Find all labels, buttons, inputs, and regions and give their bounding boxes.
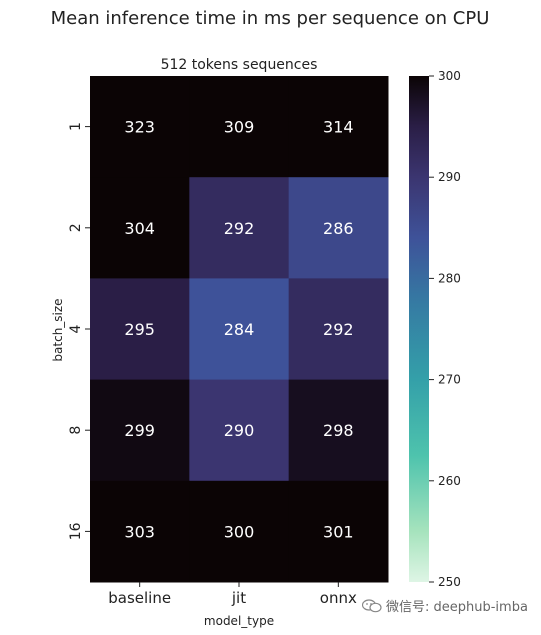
heatmap-cell-2-baseline	[90, 177, 190, 279]
watermark-text: 微信号: deephub-imba	[386, 600, 528, 615]
y-tick-label: 1	[68, 122, 84, 131]
cell-value-label: 290	[224, 421, 255, 440]
heatmap-cell-2-onnx	[288, 177, 389, 279]
y-tick-label: 16	[68, 522, 84, 540]
cell-value-label: 314	[323, 118, 354, 137]
y-tick-label: 4	[68, 324, 84, 333]
y-axis-label: batch_size	[51, 298, 65, 361]
heatmap-cell-4-onnx	[288, 278, 389, 381]
colorbar-ticks: 250 260 270 280 290 300	[429, 69, 461, 589]
colorbar-tick-label: 270	[438, 373, 461, 387]
cell-value-label: 292	[323, 320, 354, 339]
heatmap-cell-8-onnx	[288, 379, 389, 482]
y-tick-labels: 1 2 4 8 16	[68, 122, 90, 540]
heatmap-cell-16-baseline	[90, 480, 190, 583]
heatmap-cell-1-onnx	[288, 76, 389, 178]
cell-value-label: 298	[323, 421, 354, 440]
cell-value-label: 295	[124, 320, 155, 339]
colorbar	[409, 76, 429, 582]
colorbar-tick-label: 250	[438, 575, 461, 589]
heatmap-cell-1-jit	[189, 76, 290, 178]
cell-value-label: 303	[124, 522, 155, 541]
x-tick-label: baseline	[108, 589, 171, 607]
colorbar-tick-label: 300	[438, 69, 461, 83]
cell-value-label: 309	[224, 118, 255, 137]
cell-value-label: 301	[323, 522, 354, 541]
heatmap-cell-8-jit	[189, 379, 290, 482]
wechat-icon	[362, 598, 382, 612]
cell-value-label: 323	[124, 118, 155, 137]
watermark: 微信号: deephub-imba	[362, 596, 528, 615]
x-tick-label: onnx	[320, 589, 357, 607]
chart-title: Mean inference time in ms per sequence o…	[51, 8, 490, 29]
colorbar-tick-label: 280	[438, 271, 461, 285]
heatmap-cell-4-baseline	[90, 278, 190, 381]
heatmap-cell-1-baseline	[90, 76, 190, 178]
cell-value-label: 286	[323, 219, 354, 238]
heatmap-cell-2-jit	[189, 177, 290, 279]
cell-value-label: 304	[124, 219, 155, 238]
heatmap-cells: 323 309 314 304 292 286 295 284 292 299 290 298 303 3…	[90, 76, 389, 583]
x-tick-labels: baseline jit onnx	[108, 582, 357, 607]
colorbar-tick-label: 290	[438, 170, 461, 184]
x-tick-label: jit	[231, 589, 246, 607]
cell-value-label: 292	[224, 219, 255, 238]
heatmap-cell-16-onnx	[288, 480, 389, 583]
chart-subtitle: 512 tokens sequences	[161, 57, 318, 73]
colorbar-tick-label: 260	[438, 474, 461, 488]
y-tick-label: 2	[68, 223, 84, 232]
heatmap-cell-4-jit	[189, 278, 290, 381]
cell-value-label: 300	[224, 522, 255, 541]
cell-value-label: 299	[124, 421, 155, 440]
cell-value-label: 284	[224, 320, 255, 339]
x-axis-label: model_type	[204, 614, 274, 628]
heatmap-cell-16-jit	[189, 480, 290, 583]
y-tick-label: 8	[68, 426, 84, 435]
heatmap-cell-8-baseline	[90, 379, 190, 482]
